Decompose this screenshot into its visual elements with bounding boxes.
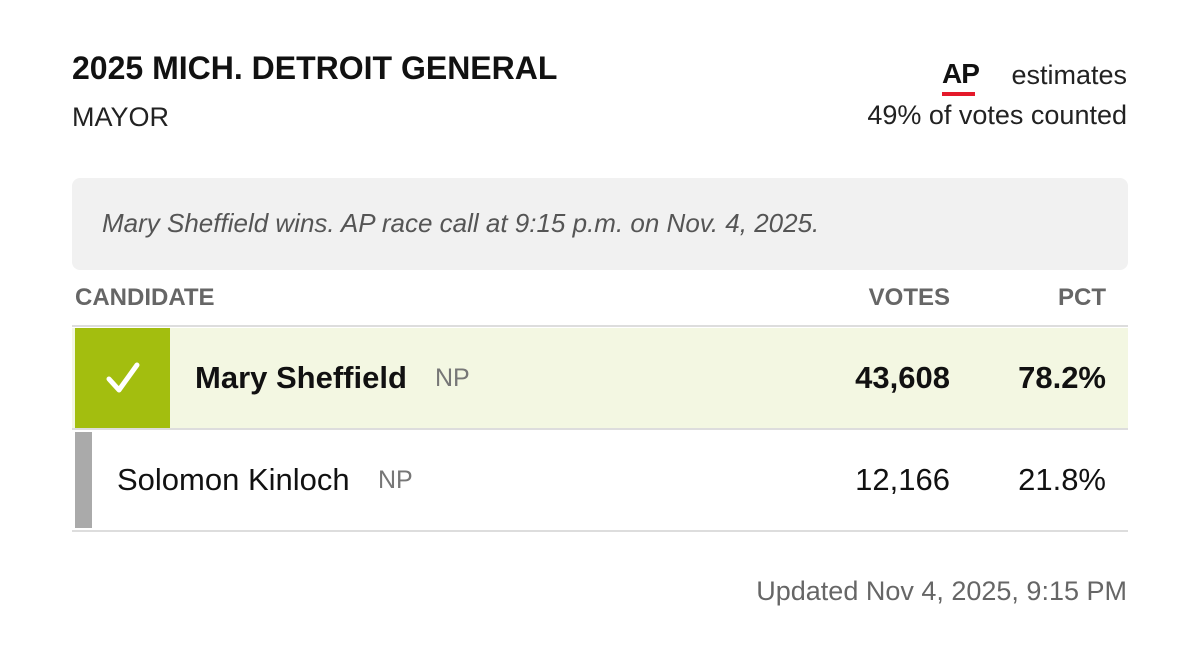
race-title: 2025 MICH. DETROIT GENERAL bbox=[72, 50, 558, 86]
source-note: estimates bbox=[1011, 60, 1127, 90]
column-header: CANDIDATE bbox=[75, 284, 215, 311]
candidate-name: Mary Sheffield bbox=[195, 360, 407, 395]
column-header: PCT bbox=[1058, 284, 1106, 311]
source-logo: AP bbox=[942, 58, 980, 89]
updated-time: Updated Nov 4, 2025, 9:15 PM bbox=[756, 576, 1127, 606]
votes-counted: 49% of votes counted bbox=[867, 100, 1127, 130]
candidate-row: Solomon Kinloch NP 12,166 21.8% bbox=[72, 430, 1128, 530]
candidate-party: NP bbox=[378, 466, 413, 494]
divider bbox=[72, 325, 1128, 327]
candidate-party: NP bbox=[435, 364, 470, 392]
divider bbox=[72, 428, 1128, 430]
candidate-pct: 21.8% bbox=[1018, 462, 1106, 497]
candidate-row: Mary Sheffield NP 43,608 78.2% bbox=[72, 328, 1128, 428]
winner-marker bbox=[75, 328, 170, 428]
candidate-name: Solomon Kinloch bbox=[117, 462, 350, 497]
notice-text: Mary Sheffield wins. AP race call at 9:1… bbox=[102, 208, 820, 238]
candidate-votes: 12,166 bbox=[855, 462, 950, 497]
race-call-notice: Mary Sheffield wins. AP race call at 9:1… bbox=[72, 178, 1128, 270]
logo-underline bbox=[942, 92, 975, 96]
candidate-votes: 43,608 bbox=[855, 360, 950, 395]
check-icon bbox=[106, 362, 140, 393]
divider bbox=[72, 530, 1128, 532]
column-header: VOTES bbox=[868, 284, 950, 311]
candidate-marker bbox=[75, 432, 92, 528]
candidate-pct: 78.2% bbox=[1018, 360, 1106, 395]
race-office: MAYOR bbox=[72, 102, 170, 132]
